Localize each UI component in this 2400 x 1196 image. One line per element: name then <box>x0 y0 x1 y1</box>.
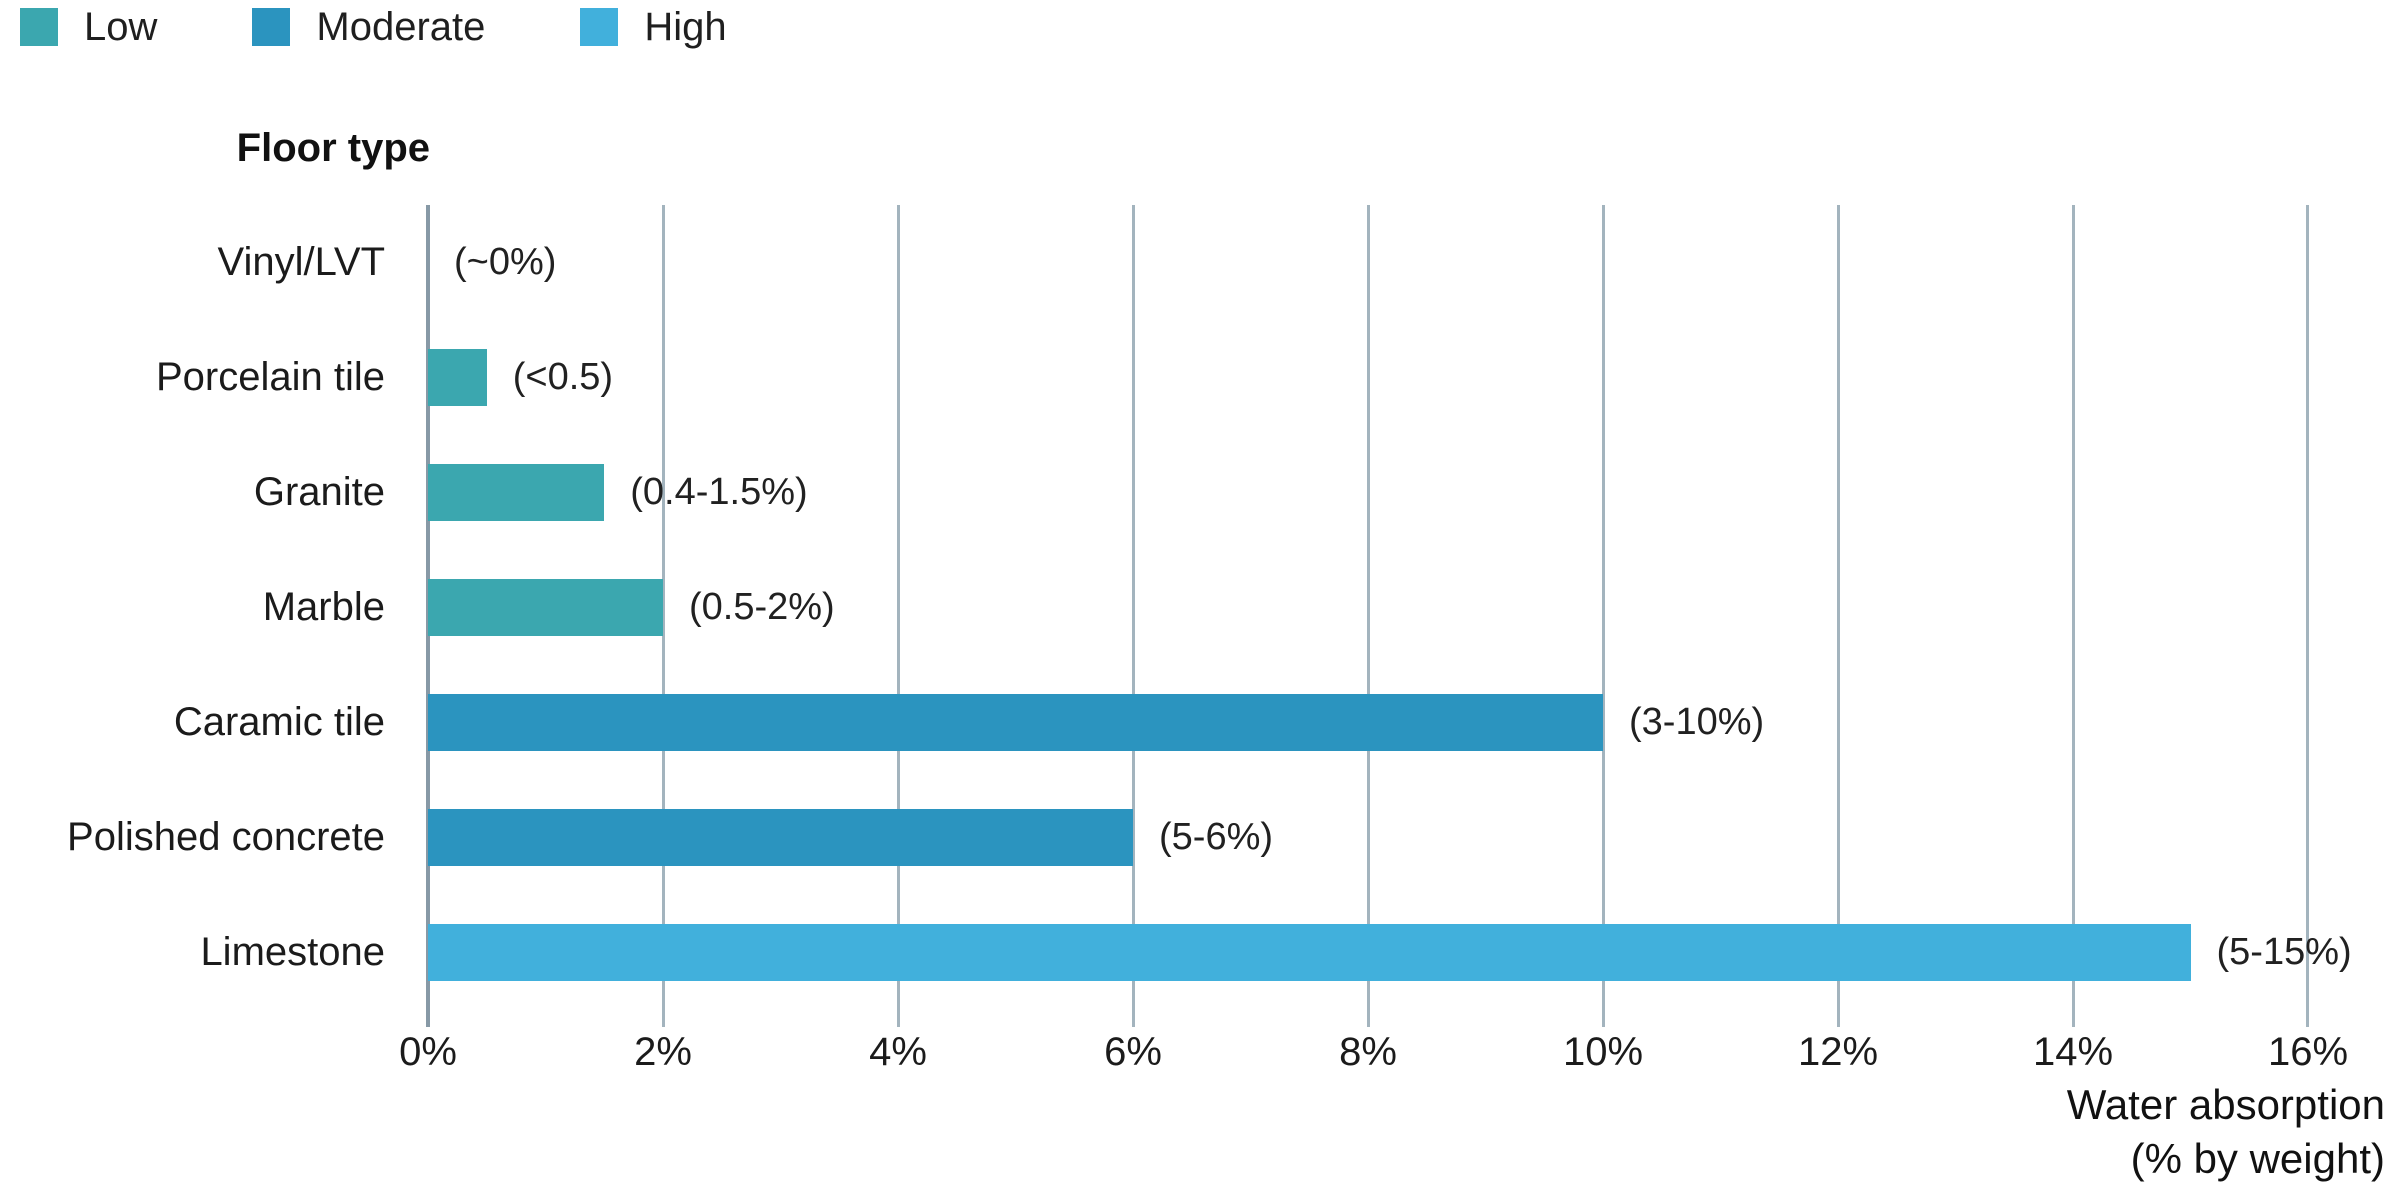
x-axis-title: Water absorption (% by weight) <box>2067 1078 2385 1186</box>
low-color-swatch-icon <box>20 8 58 46</box>
bar-row-porcelain-tile: (<0.5) <box>428 320 2308 435</box>
gridline <box>1132 205 1135 1027</box>
bar-annotation: (0.4-1.5%) <box>630 471 808 513</box>
category-label: Vinyl/LVT <box>217 240 385 284</box>
bar-row-caramic-tile: (3-10%) <box>428 665 2308 780</box>
bar-row-limestone: (5-15%) <box>428 895 2352 1010</box>
category-label: Limestone <box>200 930 385 974</box>
legend: Low Moderate High <box>20 5 822 49</box>
bar-annotation: (5-6%) <box>1159 816 1274 858</box>
category-label: Marble <box>262 585 385 629</box>
gridline <box>662 205 665 1027</box>
bar-annotation: (0.5-2%) <box>689 586 835 628</box>
x-tick-label: 2% <box>634 1030 692 1074</box>
bar-row-marble: (0.5-2%) <box>428 550 2308 665</box>
gridline <box>2306 205 2309 1027</box>
x-tick-label: 10% <box>1562 1030 1644 1074</box>
bar-row-vinyl-lvt: (~0%) <box>428 205 2308 320</box>
category-label: Granite <box>253 470 385 514</box>
bar <box>428 349 487 406</box>
legend-item-high: High <box>580 5 727 49</box>
x-tick-label: 4% <box>869 1030 927 1074</box>
gridline <box>1837 205 1840 1027</box>
x-tick-label: 16% <box>2267 1030 2349 1074</box>
category-label: Polished concrete <box>67 815 385 859</box>
legend-label-moderate: Moderate <box>316 5 486 49</box>
x-axis-title-line2: (% by weight) <box>2130 1135 2385 1182</box>
bar-row-polished-concrete: (5-6%) <box>428 780 2308 895</box>
x-axis-title-line1: Water absorption <box>2066 1081 2385 1128</box>
bar-annotation: (3-10%) <box>1629 701 1765 743</box>
x-tick-label: 14% <box>2032 1030 2114 1074</box>
bar-annotation: (<0.5) <box>512 356 614 398</box>
category-label: Porcelain tile <box>155 355 385 399</box>
bar <box>428 924 2191 981</box>
x-tick-label: 8% <box>1339 1030 1397 1074</box>
gridline <box>2072 205 2075 1027</box>
bar-annotation: (5-15%) <box>2216 931 2352 973</box>
gridline <box>897 205 900 1027</box>
gridline <box>1367 205 1370 1027</box>
plot-area: (~0%) (<0.5) (0.4-1.5%) (0.5-2%) (3-10%)… <box>426 205 2352 1027</box>
moderate-color-swatch-icon <box>252 8 291 46</box>
y-axis-title: Floor type <box>236 126 430 170</box>
bar-annotation: (~0%) <box>454 241 557 283</box>
x-tick-label: 12% <box>1797 1030 1879 1074</box>
gridline <box>1602 205 1605 1027</box>
legend-label-high: High <box>644 5 727 49</box>
bar-row-granite: (0.4-1.5%) <box>428 435 2308 550</box>
legend-label-low: Low <box>84 5 158 49</box>
bar <box>428 809 1133 866</box>
legend-item-low: Low <box>20 5 157 49</box>
category-label: Caramic tile <box>173 700 385 744</box>
high-color-swatch-icon <box>580 8 619 46</box>
x-axis-ticks: 0% 2% 4% 6% 8% 10% 12% 14% 16% <box>399 1030 2348 1080</box>
x-tick-label: 6% <box>1104 1030 1162 1074</box>
bar <box>428 694 1603 751</box>
x-tick-label: 0% <box>399 1030 457 1074</box>
bar <box>428 464 605 521</box>
legend-item-moderate: Moderate <box>252 5 485 49</box>
bar <box>428 579 663 636</box>
